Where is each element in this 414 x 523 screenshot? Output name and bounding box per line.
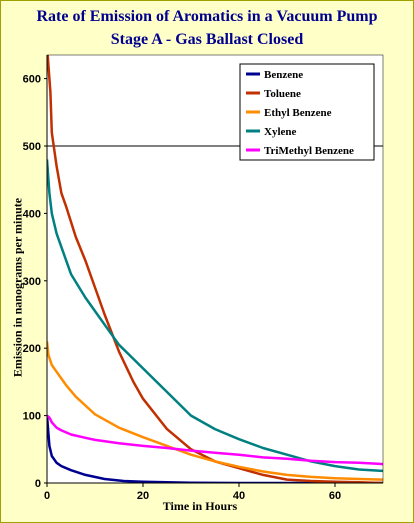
legend-label: Ethyl Benzene [264, 107, 332, 119]
y-tick-label: 400 [23, 208, 41, 220]
chart-title: Rate of Emission of Aromatics in a Vacuu… [36, 8, 378, 25]
series-line-trimethyl-benzene [47, 414, 383, 466]
legend-label: TriMethyl Benzene [264, 145, 354, 157]
x-tick-label: 40 [233, 490, 245, 502]
y-tick-label: 300 [23, 276, 41, 288]
y-tick-label: 500 [23, 141, 41, 153]
y-tick-label: 0 [35, 478, 41, 490]
y-tick-label: 100 [23, 411, 41, 423]
series-line-ethyl-benzene [47, 341, 383, 481]
y-tick-label: 600 [23, 74, 41, 86]
legend-label: Xylene [264, 126, 297, 138]
legend-label: Benzene [264, 69, 303, 81]
x-tick-label: 0 [44, 490, 50, 502]
legend-label: Toluene [264, 88, 301, 100]
y-tick-label: 200 [23, 343, 41, 355]
x-tick-label: 20 [137, 490, 149, 502]
x-axis-label: Time in Hours [162, 499, 238, 513]
chart-subtitle: Stage A - Gas Ballast Closed [110, 31, 304, 48]
series-line-toluene [47, 55, 383, 483]
plot-border [46, 54, 384, 484]
x-tick-label: 60 [329, 490, 341, 502]
series-line-benzene [47, 415, 383, 483]
legend-box [239, 63, 375, 161]
